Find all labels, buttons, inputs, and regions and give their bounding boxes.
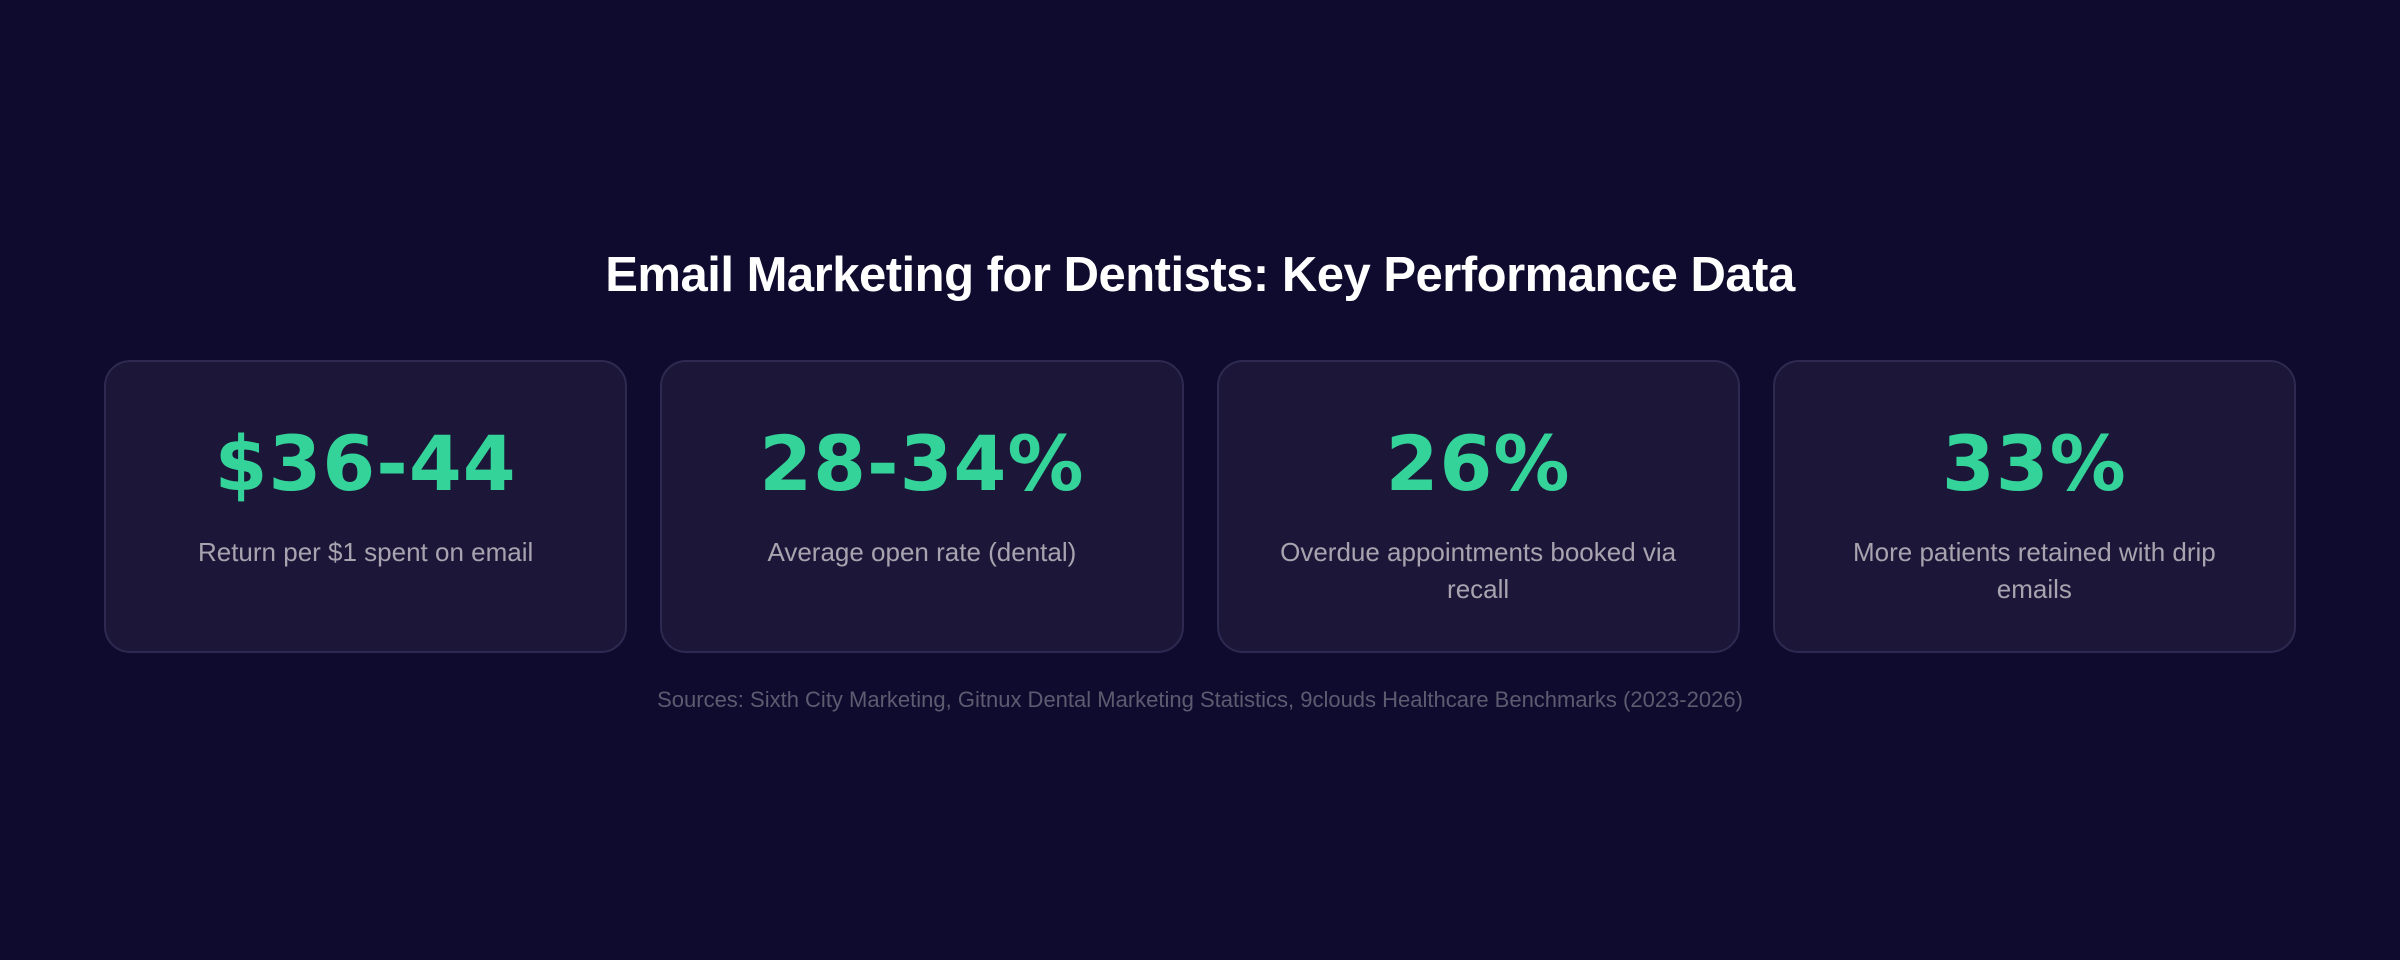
stat-card-open-rate: 28-34% Average open rate (dental) bbox=[660, 360, 1184, 653]
stat-value: $36-44 bbox=[214, 419, 517, 508]
stat-label: Average open rate (dental) bbox=[767, 537, 1077, 567]
page-title: Email Marketing for Dentists: Key Perfor… bbox=[605, 248, 1795, 302]
stat-label: More patients retained with drip emails bbox=[1853, 537, 2216, 604]
stat-card-email-roi: $36-44 Return per $1 spent on email bbox=[104, 360, 628, 653]
stat-card-patient-retention: 33% More patients retained with drip ema… bbox=[1772, 360, 2296, 653]
stat-label: Return per $1 spent on email bbox=[197, 537, 534, 567]
stat-card-recall-bookings: 26% Overdue appointments booked via reca… bbox=[1216, 360, 1740, 653]
stat-value: 33% bbox=[1941, 419, 2127, 508]
stat-value: 28-34% bbox=[759, 419, 1085, 508]
sources-footnote: Sources: Sixth City Marketing, Gitnux De… bbox=[657, 687, 1743, 712]
stat-label: Overdue appointments booked via recall bbox=[1280, 537, 1677, 604]
stats-grid: $36-44 Return per $1 spent on email 28-3… bbox=[104, 360, 2296, 653]
stat-value: 26% bbox=[1385, 419, 1571, 508]
